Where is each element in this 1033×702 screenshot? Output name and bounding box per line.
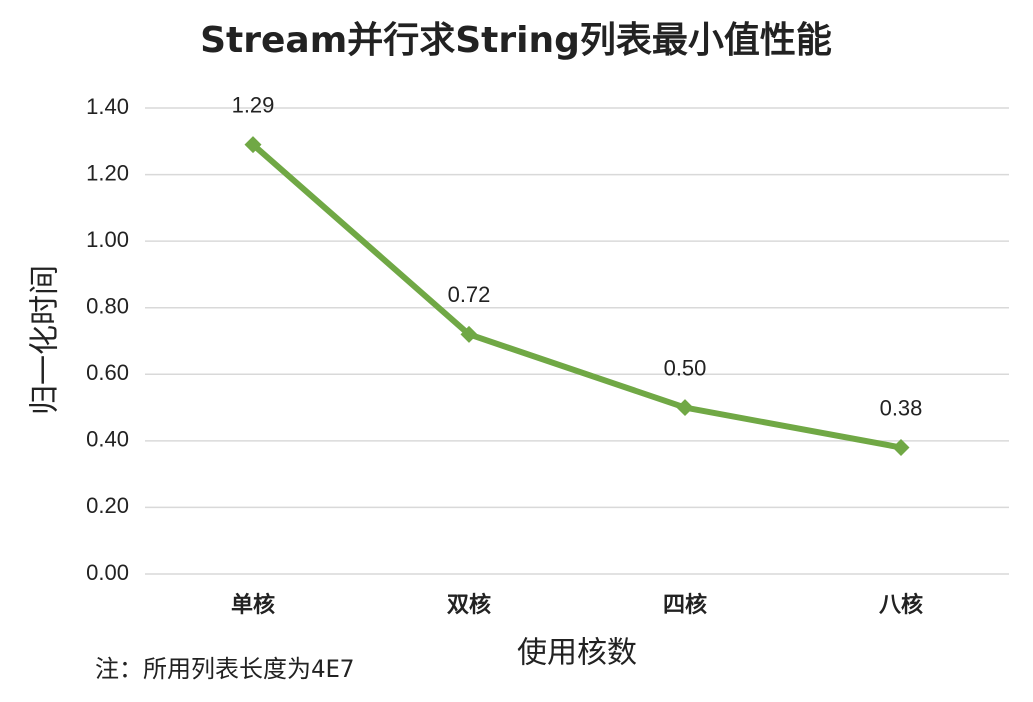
y-tick-label: 0.80 [86,294,129,319]
data-label: 0.38 [880,395,923,420]
data-label: 0.50 [664,355,707,380]
data-marker [676,399,694,417]
data-marker [892,439,910,456]
chart-title: Stream并行求String列表最小值性能 [200,20,832,61]
x-tick-label: 双核 [447,592,491,618]
y-tick-label: 1.40 [86,94,129,119]
y-tick-label: 1.00 [86,227,129,252]
x-axis-label: 使用核数 [517,636,637,671]
annotation: 注：所用列表长度为4E7 [95,655,354,683]
y-tick-label: 0.40 [86,427,129,452]
y-axis-label: 归一化时间 [28,265,63,415]
y-tick-label: 1.20 [86,160,129,185]
x-tick-label: 八核 [879,592,923,618]
data-marker [244,136,262,154]
data-label: 0.72 [448,282,491,307]
y-tick-label: 0.60 [86,360,129,385]
x-tick-label: 四核 [663,592,707,618]
data-label: 1.29 [232,92,275,117]
x-tick-label: 单核 [231,592,275,618]
y-tick-label: 0.00 [86,560,129,585]
data-line [251,142,902,451]
y-tick-label: 0.20 [86,493,129,518]
data-marker [460,325,478,343]
